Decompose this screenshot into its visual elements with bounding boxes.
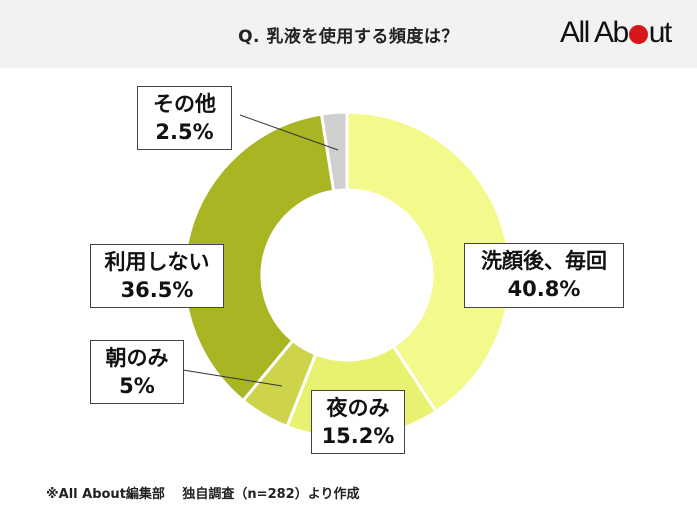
label-after-wash: 洗顔後、毎回 40.8%: [464, 243, 624, 308]
leader-line-other: [239, 114, 339, 151]
label-other-name: その他: [153, 92, 216, 116]
label-night-name: 夜のみ: [326, 396, 390, 420]
header-bar: Q. 乳液を使用する頻度は？ All Ab ut: [0, 0, 697, 68]
label-not-used-name: 利用しない: [104, 250, 210, 274]
label-morning-name: 朝のみ: [105, 346, 169, 370]
label-night-value: 15.2%: [321, 424, 395, 448]
label-other: その他 2.5%: [137, 86, 232, 150]
label-not-used: 利用しない 36.5%: [90, 244, 224, 308]
label-not-used-value: 36.5%: [120, 278, 194, 302]
allabout-logo: All Ab ut: [560, 15, 673, 51]
label-morning: 朝のみ 5%: [90, 340, 184, 404]
logo-text-start: All Ab: [560, 16, 629, 49]
label-other-value: 2.5%: [155, 120, 214, 144]
source-footnote: ※All About編集部 独自調査（n=282）より作成: [46, 487, 360, 502]
donut-slice: [345, 110, 512, 414]
label-morning-value: 5%: [119, 374, 155, 398]
logo-red-dot-icon: [628, 25, 648, 44]
logo-text-end: ut: [648, 16, 673, 49]
donut-slice: [319, 110, 349, 193]
label-night: 夜のみ 15.2%: [311, 390, 405, 454]
chart-title: Q. 乳液を使用する頻度は？: [238, 27, 459, 47]
label-after-wash-value: 40.8%: [507, 277, 581, 301]
label-after-wash-name: 洗顔後、毎回: [481, 249, 607, 273]
donut-slices: [182, 110, 512, 440]
donut-slice: [182, 112, 336, 403]
leader-line-morning: [182, 369, 283, 387]
